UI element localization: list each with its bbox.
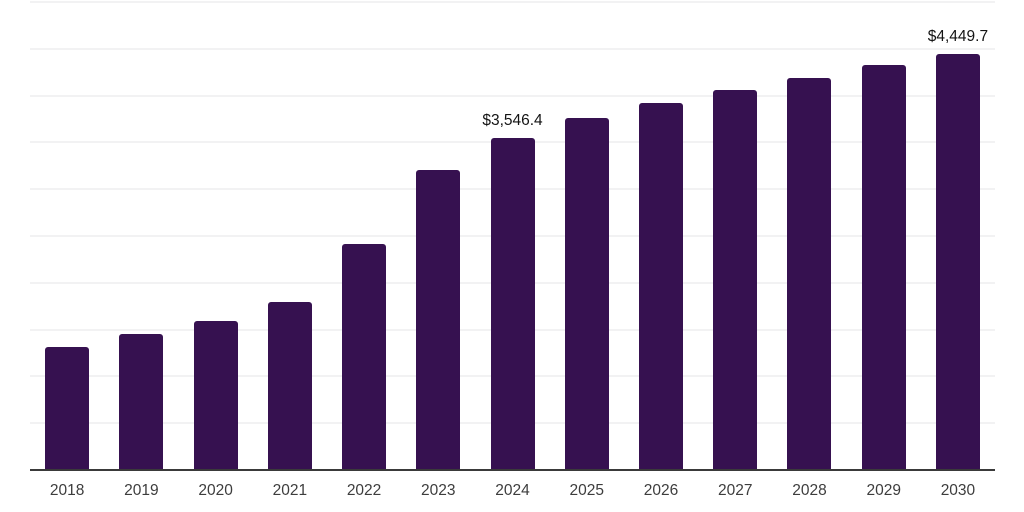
bar-column xyxy=(327,2,401,470)
bar-column xyxy=(847,2,921,470)
bar-column xyxy=(30,2,104,470)
bar-value-label: $4,449.7 xyxy=(927,27,989,45)
bar-2025[interactable] xyxy=(564,117,609,470)
x-tick-label-2026: 2026 xyxy=(643,482,679,499)
x-tick-label-2018: 2018 xyxy=(49,482,85,499)
x-tick-label-2022: 2022 xyxy=(346,482,382,499)
plot-area: $3,546.4 $4,449.7 xyxy=(30,1,995,471)
x-tick-label-2020: 2020 xyxy=(198,482,233,499)
x-tick-label-2029: 2029 xyxy=(866,482,901,499)
bar-2027[interactable] xyxy=(713,90,758,470)
bar-2019[interactable] xyxy=(119,334,164,470)
bar-2029[interactable] xyxy=(861,65,906,470)
bar-column xyxy=(104,2,178,470)
bar-2030[interactable] xyxy=(935,53,980,470)
x-tick-label-2027: 2027 xyxy=(717,482,753,499)
bar-column: $4,449.7 xyxy=(921,2,995,470)
gridline xyxy=(30,1,995,3)
bar-column xyxy=(253,2,327,470)
bar-2023[interactable] xyxy=(416,170,461,470)
bar-value-label: $3,546.4 xyxy=(482,112,543,130)
bar-2018[interactable] xyxy=(45,346,90,470)
bar-column xyxy=(772,2,846,470)
bars-row: $3,546.4 $4,449.7 xyxy=(30,2,995,470)
x-axis-line xyxy=(30,469,995,471)
bar-2022[interactable] xyxy=(342,243,387,470)
bar-column xyxy=(698,2,772,470)
x-tick-label-2021: 2021 xyxy=(272,482,308,499)
bar-2021[interactable] xyxy=(267,302,312,470)
x-tick-label-2025: 2025 xyxy=(569,482,604,499)
bar-2020[interactable] xyxy=(193,321,238,470)
bar-2026[interactable] xyxy=(638,103,683,470)
bar-column xyxy=(401,2,475,470)
bar-2028[interactable] xyxy=(787,78,832,470)
x-tick-label-2023: 2023 xyxy=(421,482,456,499)
gridline xyxy=(30,47,995,50)
x-tick-label-2019: 2019 xyxy=(124,482,159,499)
bar-2024[interactable] xyxy=(490,138,535,470)
x-tick-label-2030: 2030 xyxy=(940,482,976,499)
bar-column xyxy=(624,2,698,470)
x-tick-label-2024: 2024 xyxy=(495,482,530,499)
x-axis-labels: 2018 2019 2020 2021 2022 2023 2024 2025 2026 2027… xyxy=(30,482,995,500)
bar-column: $3,546.4 xyxy=(475,2,549,470)
x-tick-label-2028: 2028 xyxy=(792,482,827,499)
bar-column xyxy=(550,2,624,470)
gridline xyxy=(30,94,995,97)
bar-column xyxy=(178,2,252,470)
